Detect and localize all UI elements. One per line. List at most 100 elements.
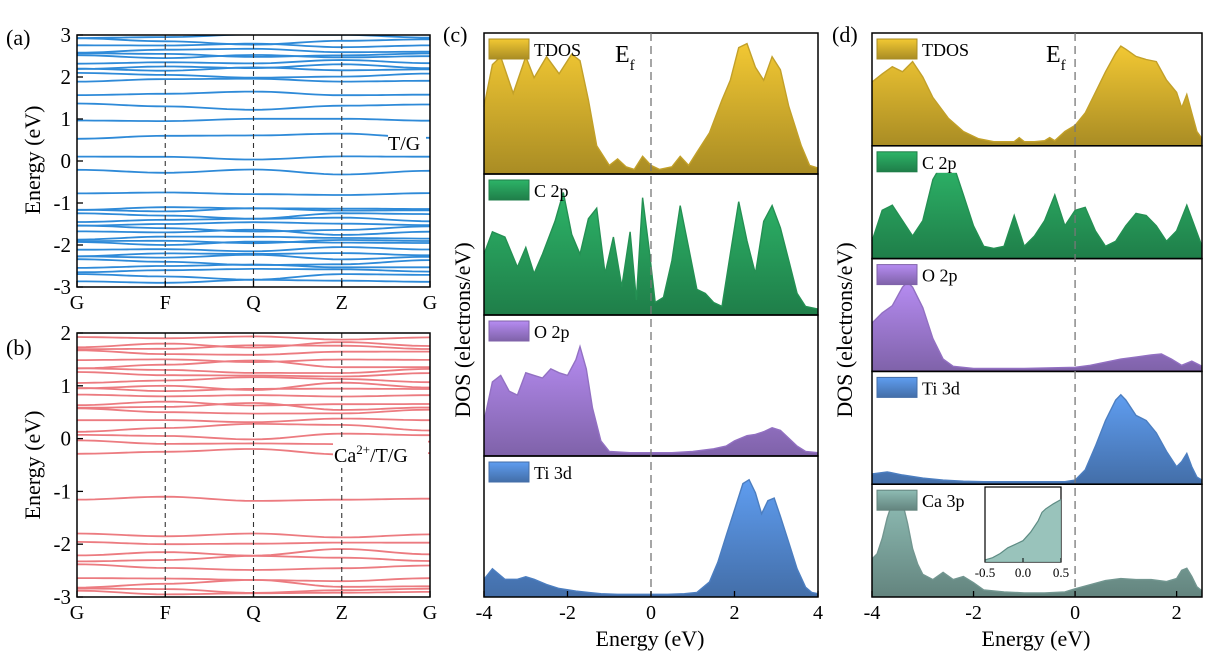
band-line xyxy=(77,47,430,54)
xtick-label: 0 xyxy=(646,602,656,624)
dos-curve xyxy=(483,478,819,595)
legend-swatch xyxy=(488,38,530,60)
panel-d-fermi-label: Ef xyxy=(1046,42,1066,74)
kpoint-label: Q xyxy=(246,602,261,624)
kpoint-label: G xyxy=(423,292,437,314)
inset-area xyxy=(985,499,1061,562)
dos-subpanel-frame xyxy=(871,483,1203,598)
kpoint-label: G xyxy=(70,602,84,624)
ytick-label: -2 xyxy=(54,233,72,257)
legend-label-bg xyxy=(919,150,959,173)
kpoint-label: F xyxy=(160,602,171,624)
legend-swatch xyxy=(488,179,530,201)
band-line xyxy=(77,402,430,411)
xtick-label: -4 xyxy=(476,602,493,624)
legend-swatch xyxy=(876,489,918,511)
panel-c-xlabel: Energy (eV) xyxy=(596,626,705,651)
legend-label-bg xyxy=(919,376,969,399)
panel-b-ylabel: Energy (eV) xyxy=(20,411,45,520)
band-line xyxy=(77,407,430,415)
band-line xyxy=(77,240,430,246)
panel-a-annotation-bg xyxy=(388,128,426,154)
ytick-label: 3 xyxy=(61,23,72,47)
ytick-label: -3 xyxy=(54,275,72,299)
dos-area xyxy=(484,43,818,174)
dos-area xyxy=(872,162,1202,259)
ytick-label: 0 xyxy=(61,149,72,173)
ytick-label: 1 xyxy=(61,107,72,131)
inset-curve xyxy=(984,498,1062,561)
dos-area xyxy=(484,479,818,597)
legend-label: Ca 3p xyxy=(922,491,965,511)
legend-label-bg xyxy=(919,489,969,512)
ytick-label: 1 xyxy=(61,374,72,398)
kpoint-label: Z xyxy=(336,292,348,314)
panel-b-label: (b) xyxy=(6,335,32,360)
panel-d: (d) TDOS C 2p O 2p Ti 3d Ca 3p -4 -2 0 2 -0.5 0.0 0… xyxy=(832,22,1203,651)
dos-area xyxy=(872,46,1202,146)
panel-c-fermi-label: Ef xyxy=(615,42,635,74)
dos-curve xyxy=(483,344,819,454)
ytick-label: -1 xyxy=(54,191,72,215)
band-line xyxy=(77,228,430,236)
ytick-label: 2 xyxy=(61,65,72,89)
legend-swatch xyxy=(488,461,530,483)
panel-d-xlabel: Energy (eV) xyxy=(982,626,1091,651)
panel-b-annotation-bg xyxy=(333,440,428,468)
legend-label: C 2p xyxy=(922,153,957,173)
legend-swatch xyxy=(876,264,918,286)
inset-xtick-label: -0.5 xyxy=(975,565,996,580)
band-line xyxy=(77,246,430,253)
legend-label-bg xyxy=(919,263,959,286)
ytick-label: -3 xyxy=(54,585,72,609)
xtick-label: -4 xyxy=(864,602,881,624)
ytick-label: 0 xyxy=(61,427,72,451)
band-line xyxy=(77,77,430,83)
inset-xtick-label: 0.0 xyxy=(1015,565,1031,580)
band-line xyxy=(77,548,430,557)
legend-label: C 2p xyxy=(534,181,569,201)
panel-b-annotation: Ca2+/T/G xyxy=(334,442,408,467)
dos-curve xyxy=(483,192,819,310)
panel-d-label: (d) xyxy=(832,22,858,47)
dos-area xyxy=(484,346,818,456)
band-line xyxy=(77,341,430,349)
kpoint-label: G xyxy=(423,602,437,624)
xtick-label: 4 xyxy=(813,602,823,624)
dos-area xyxy=(484,192,818,315)
kpoint-label: Q xyxy=(246,292,261,314)
legend-label: O 2p xyxy=(922,266,958,286)
xtick-label: -2 xyxy=(965,602,982,624)
band-line xyxy=(77,63,430,70)
xtick-label: 2 xyxy=(730,602,740,624)
band-line xyxy=(77,168,430,176)
panel-a-ylabel: Energy (eV) xyxy=(20,106,45,215)
band-line xyxy=(77,376,430,384)
band-line xyxy=(77,417,430,424)
ytick-label: -2 xyxy=(54,532,72,556)
panel-a-annotation: T/G xyxy=(388,133,420,155)
band-line xyxy=(77,371,430,378)
dos-curve xyxy=(871,45,1203,143)
kpoint-label: G xyxy=(70,292,84,314)
band-line xyxy=(77,191,430,196)
legend-label: O 2p xyxy=(534,322,570,342)
legend-label: Ti 3d xyxy=(922,378,960,398)
panel-c-label: (c) xyxy=(443,22,467,47)
panel-a-label: (a) xyxy=(6,25,30,50)
band-line xyxy=(77,72,430,79)
kpoint-label: Z xyxy=(336,602,348,624)
band-line xyxy=(77,155,430,161)
xtick-label: -2 xyxy=(559,602,576,624)
panel-b: (b) -3 -2 -1 0 1 2 G F Q Z G Energy (eV) Ca2+/T/G xyxy=(6,321,437,624)
ytick-label: 2 xyxy=(61,321,72,345)
legend-swatch xyxy=(876,38,918,60)
inset-xtick-label: 0.5 xyxy=(1053,565,1069,580)
legend-swatch xyxy=(876,151,918,173)
panel-a: (a) -3 -2 -1 0 1 2 3 G F Q Z G Energy (eV) T/G xyxy=(6,23,437,314)
dos-area xyxy=(872,394,1202,485)
band-line xyxy=(77,224,430,233)
band-line xyxy=(77,432,430,441)
dos-area xyxy=(872,497,1202,597)
